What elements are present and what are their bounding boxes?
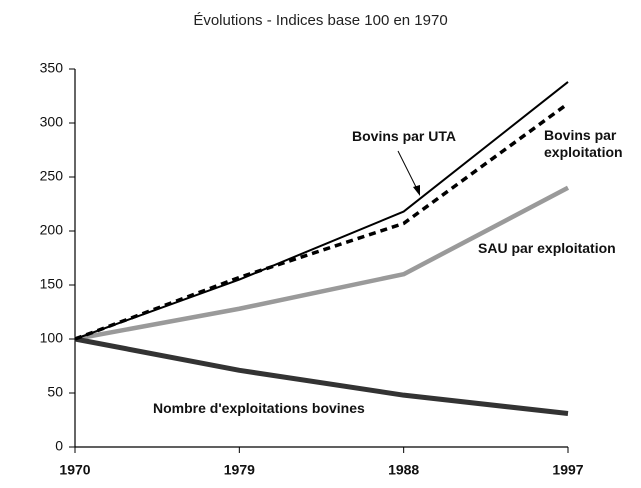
y-tick-label: 150 — [40, 276, 64, 292]
series-line — [74, 102, 570, 341]
arrow — [397, 150, 419, 192]
arrow-head — [413, 185, 420, 196]
chart-title: Évolutions - Indices base 100 en 1970 — [193, 12, 448, 29]
y-tick-label: 350 — [40, 60, 64, 76]
y-tick-label: 200 — [40, 222, 64, 238]
x-tick-label: 1979 — [224, 462, 255, 478]
x-tick-label: 1970 — [59, 462, 90, 478]
y-tick-label: 50 — [47, 384, 63, 400]
series-label: Bovins par exploitation — [544, 127, 623, 160]
x-tick-label: 1988 — [388, 462, 419, 478]
x-tick-label: 1997 — [552, 462, 583, 478]
y-tick-label: 250 — [40, 168, 64, 184]
y-tick-label: 0 — [55, 438, 63, 454]
series-label: SAU par exploitation — [478, 240, 616, 256]
series-label: Bovins par UTA — [352, 128, 456, 144]
y-tick-label: 100 — [40, 330, 64, 346]
series-line — [74, 336, 569, 417]
series-label: Nombre d'exploitations bovines — [153, 400, 365, 416]
series-line — [74, 185, 570, 342]
y-tick-label: 300 — [40, 114, 64, 130]
series-line — [74, 81, 569, 340]
